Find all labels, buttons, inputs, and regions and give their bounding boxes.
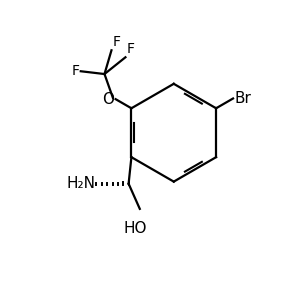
Text: O: O (102, 92, 114, 107)
Text: F: F (112, 35, 120, 49)
Text: F: F (71, 64, 79, 78)
Text: HO: HO (124, 221, 147, 237)
Text: H₂N: H₂N (66, 176, 95, 191)
Text: Br: Br (234, 91, 251, 106)
Text: F: F (126, 42, 134, 56)
